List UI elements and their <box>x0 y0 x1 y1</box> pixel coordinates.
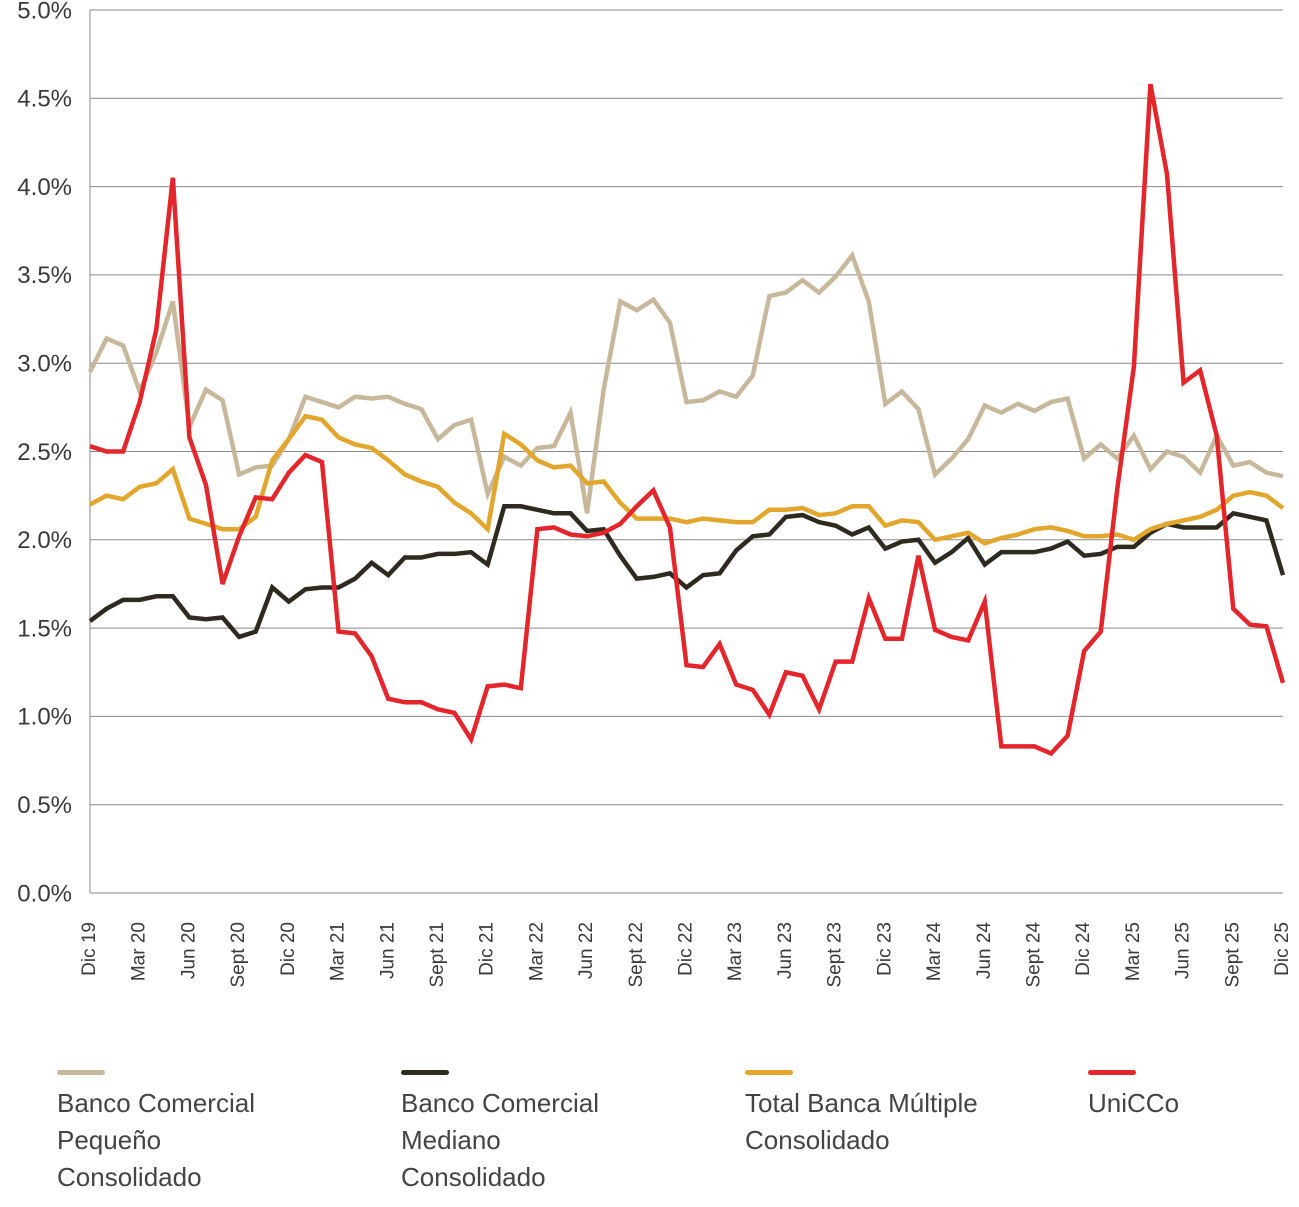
y-tick-label: 0.5% <box>17 792 72 819</box>
y-tick-label: 1.5% <box>17 615 72 642</box>
x-tick-label: Sept 22 <box>626 922 647 988</box>
x-tick-label: Mar 21 <box>328 922 349 981</box>
x-tick-label: Mar 23 <box>725 922 746 981</box>
x-tick-label: Sept 25 <box>1222 922 1243 988</box>
x-tick-label: Dic 23 <box>874 922 895 976</box>
x-tick-label: Sept 20 <box>228 922 249 988</box>
y-tick-label: 2.0% <box>17 527 72 554</box>
legend-label: Total Banca Múltiple Consolidado <box>745 1088 978 1155</box>
legend-item: Banco Comercial Mediano Consolidado <box>401 1070 641 1196</box>
legend-label: Banco Comercial Pequeño Consolidado <box>57 1088 255 1192</box>
y-tick-label: 4.5% <box>17 86 72 113</box>
y-tick-label: 4.0% <box>17 174 72 201</box>
y-tick-label: 0.0% <box>17 880 72 907</box>
x-tick-label: Dic 25 <box>1272 922 1293 976</box>
x-tick-label: Dic 24 <box>1073 922 1094 976</box>
series-line <box>88 413 1285 546</box>
x-tick-label: Jun 24 <box>974 922 995 979</box>
legend-swatch <box>57 1070 105 1075</box>
chart: 0.0% 0.5% 1.0% 1.5% 2.0% 2.5% 3.0% 3.5% 4.0% 4.5%… <box>17 0 1293 988</box>
series-line <box>89 83 1286 757</box>
legend-swatch <box>745 1070 793 1075</box>
x-tick-label: Dic 22 <box>676 922 697 976</box>
x-tick-label: Mar 25 <box>1123 922 1144 981</box>
x-tick-label: Jun 20 <box>178 922 199 979</box>
legend-item: UniCCo <box>1088 1070 1299 1122</box>
x-tick-label: Sept 23 <box>825 922 846 988</box>
legend-swatch <box>1088 1070 1136 1075</box>
x-tick-label: Jun 21 <box>377 922 398 979</box>
y-tick-label: 2.5% <box>17 439 72 466</box>
y-tick-label: 1.0% <box>17 704 72 731</box>
legend-item: Total Banca Múltiple Consolidado <box>745 1070 985 1159</box>
y-tick-label: 3.5% <box>17 262 72 289</box>
x-tick-label: Dic 21 <box>477 922 498 976</box>
legend-item: Banco Comercial Pequeño Consolidado <box>57 1070 297 1196</box>
x-tick-label: Mar 20 <box>129 922 150 981</box>
x-tick-label: Mar 22 <box>526 922 547 981</box>
x-tick-label: Jun 25 <box>1173 922 1194 979</box>
legend-label: UniCCo <box>1088 1088 1180 1118</box>
y-tick-label: 5.0% <box>17 0 72 24</box>
x-tick-label: Dic 20 <box>278 922 299 976</box>
x-tick-label: Mar 24 <box>924 922 945 982</box>
series-line <box>88 504 1286 640</box>
x-tick-label: Dic 19 <box>79 922 100 976</box>
legend-swatch <box>401 1070 449 1075</box>
legend-label: Banco Comercial Mediano Consolidado <box>401 1088 599 1192</box>
y-tick-label: 3.0% <box>17 351 72 378</box>
x-tick-label: Sept 21 <box>427 922 448 988</box>
x-tick-label: Jun 22 <box>576 922 597 979</box>
x-tick-label: Jun 23 <box>775 922 796 979</box>
x-tick-label: Sept 24 <box>1023 922 1044 988</box>
